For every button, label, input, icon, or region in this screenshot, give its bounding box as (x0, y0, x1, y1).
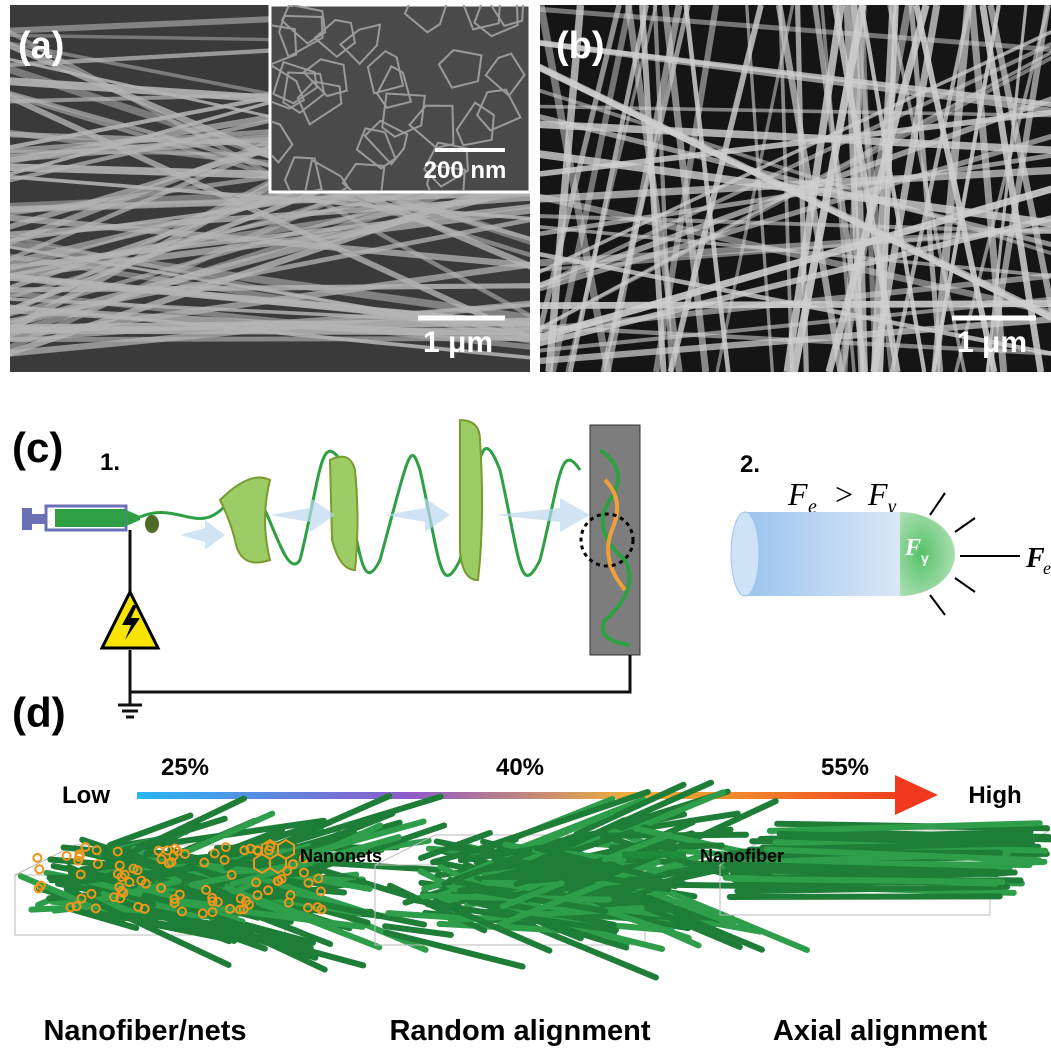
scale-label: 1 μm (957, 326, 1027, 359)
formula-op: > (835, 476, 853, 512)
panel-label: (b) (556, 25, 605, 67)
cylinder-end (731, 512, 759, 596)
decor (35, 865, 43, 873)
formula-term: F (787, 476, 808, 512)
arrow-head (895, 775, 938, 815)
scale-label: 1 μm (423, 326, 493, 359)
step-label: 2. (740, 451, 760, 478)
gradient-arrow (137, 792, 912, 799)
decor (386, 932, 522, 966)
fiber-models (15, 783, 1050, 978)
low-label: Low (62, 782, 110, 809)
force-sub: e (1043, 558, 1051, 578)
formula: F e > F γ (787, 476, 897, 518)
jet-path (140, 448, 580, 575)
force-sub: γ (921, 550, 929, 566)
panel-label: (d) (12, 689, 66, 736)
decor (732, 879, 1002, 882)
syringe (22, 506, 159, 533)
figure: (a) 200 nm 1 μm (b) 1 μm (c) 1. 2. F e > (0, 0, 1051, 1055)
level-label: 25% (161, 754, 209, 781)
step-label: 1. (100, 449, 120, 476)
formula-term: F (867, 476, 888, 512)
legend-label: Nanonets (300, 846, 382, 866)
level-label: 55% (821, 754, 869, 781)
decor (730, 896, 1000, 897)
caption: Axial alignment (773, 1015, 988, 1047)
decor (727, 870, 997, 874)
level-label: 40% (496, 754, 544, 781)
scale-label: 200 nm (424, 157, 507, 184)
high-label: High (968, 782, 1021, 809)
jet-segments (220, 420, 482, 580)
legend-label: Nanofiber (700, 846, 784, 866)
caption: Random alignment (389, 1015, 650, 1047)
panel-label: (c) (12, 424, 63, 471)
decor (33, 854, 41, 862)
caption: Nanofiber/nets (43, 1015, 246, 1047)
circuit (118, 530, 630, 717)
panel-label: (a) (18, 25, 64, 67)
force-label: F (1025, 543, 1045, 574)
force-label: F (904, 535, 921, 561)
